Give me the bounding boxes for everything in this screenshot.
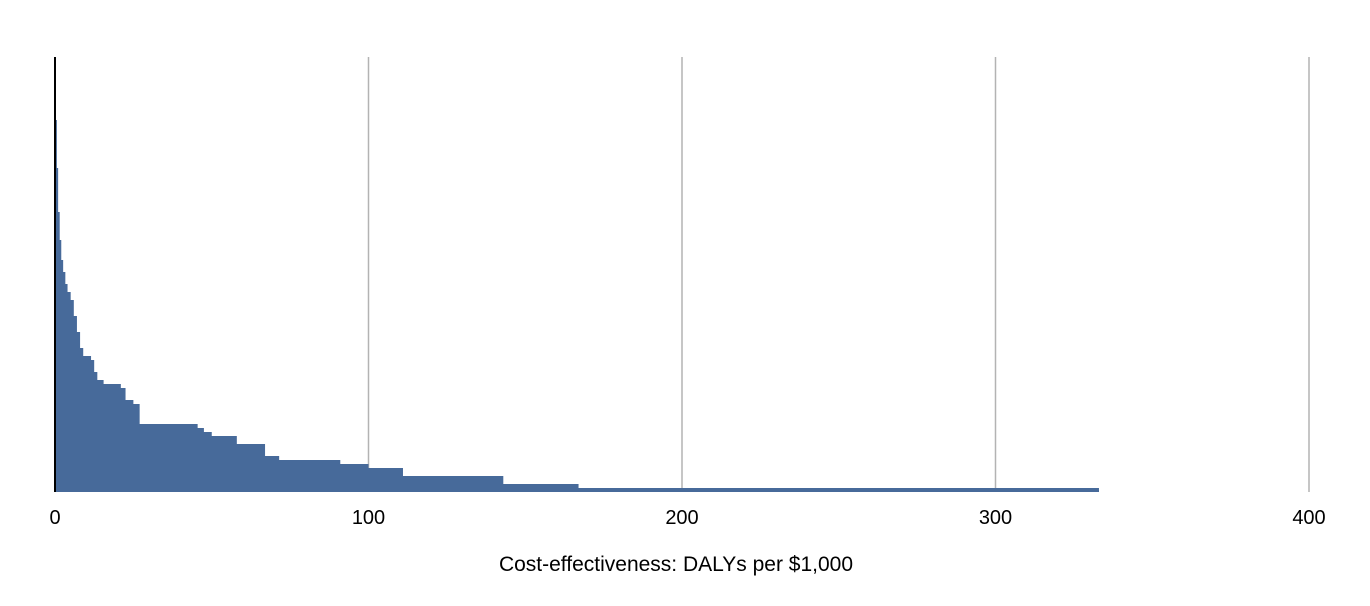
- area-series: [55, 92, 1099, 492]
- x-axis-title: Cost-effectiveness: DALYs per $1,000: [499, 553, 853, 576]
- x-tick-label: 0: [49, 507, 60, 529]
- series-layer: [55, 92, 1099, 492]
- x-tick-label: 400: [1292, 507, 1325, 529]
- area-series-baseline: [55, 488, 1099, 492]
- x-tick-labels: 0 100 200 300 400: [49, 507, 1325, 529]
- x-tick-label: 300: [979, 507, 1012, 529]
- x-tick-label: 200: [665, 507, 698, 529]
- grid-layer: [367, 57, 1310, 492]
- x-tick-label: 100: [352, 507, 385, 529]
